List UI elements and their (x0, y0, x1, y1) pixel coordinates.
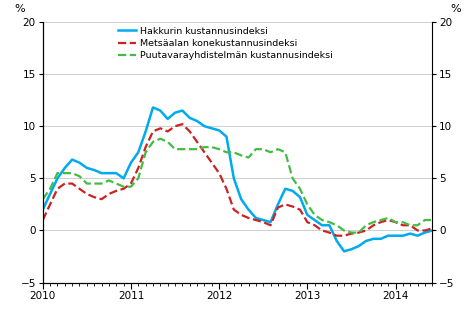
Puutavarayhdistelmän kustannusindeksi (283, 150, 288, 154)
Metsäalan konekustannusindeksi (260, 220, 266, 224)
Hakkurin kustannusindeksi (106, 171, 112, 175)
Hakkurin kustannusindeksi (260, 218, 266, 222)
Hakkurin kustannusindeksi (312, 218, 317, 222)
Metsäalan konekustannusindeksi (106, 192, 112, 196)
Puutavarayhdistelmän kustannusindeksi (429, 218, 435, 222)
Puutavarayhdistelmän kustannusindeksi (312, 213, 317, 217)
Metsäalan konekustannusindeksi (194, 140, 200, 144)
Hakkurin kustannusindeksi (194, 119, 200, 123)
Hakkurin kustannusindeksi (341, 249, 347, 253)
Text: %: % (450, 4, 461, 14)
Hakkurin kustannusindeksi (40, 208, 46, 212)
Legend: Hakkurin kustannusindeksi, Metsäalan konekustannusindeksi, Puutavarayhdistelmän : Hakkurin kustannusindeksi, Metsäalan kon… (118, 27, 333, 60)
Metsäalan konekustannusindeksi (275, 206, 281, 209)
Hakkurin kustannusindeksi (150, 106, 156, 109)
Metsäalan konekustannusindeksi (40, 218, 46, 222)
Hakkurin kustannusindeksi (429, 229, 435, 232)
Puutavarayhdistelmän kustannusindeksi (349, 231, 354, 235)
Metsäalan konekustannusindeksi (312, 223, 317, 227)
Hakkurin kustannusindeksi (283, 187, 288, 191)
Metsäalan konekustannusindeksi (429, 226, 435, 230)
Text: %: % (14, 4, 25, 14)
Metsäalan konekustannusindeksi (334, 234, 340, 238)
Hakkurin kustannusindeksi (275, 203, 281, 206)
Puutavarayhdistelmän kustannusindeksi (106, 179, 112, 182)
Line: Metsäalan konekustannusindeksi: Metsäalan konekustannusindeksi (43, 124, 432, 236)
Metsäalan konekustannusindeksi (180, 122, 185, 126)
Metsäalan konekustannusindeksi (283, 203, 288, 206)
Puutavarayhdistelmän kustannusindeksi (158, 137, 163, 141)
Puutavarayhdistelmän kustannusindeksi (194, 147, 200, 151)
Line: Puutavarayhdistelmän kustannusindeksi: Puutavarayhdistelmän kustannusindeksi (43, 139, 432, 233)
Puutavarayhdistelmän kustannusindeksi (40, 197, 46, 201)
Puutavarayhdistelmän kustannusindeksi (275, 147, 281, 151)
Line: Hakkurin kustannusindeksi: Hakkurin kustannusindeksi (43, 107, 432, 251)
Puutavarayhdistelmän kustannusindeksi (260, 147, 266, 151)
